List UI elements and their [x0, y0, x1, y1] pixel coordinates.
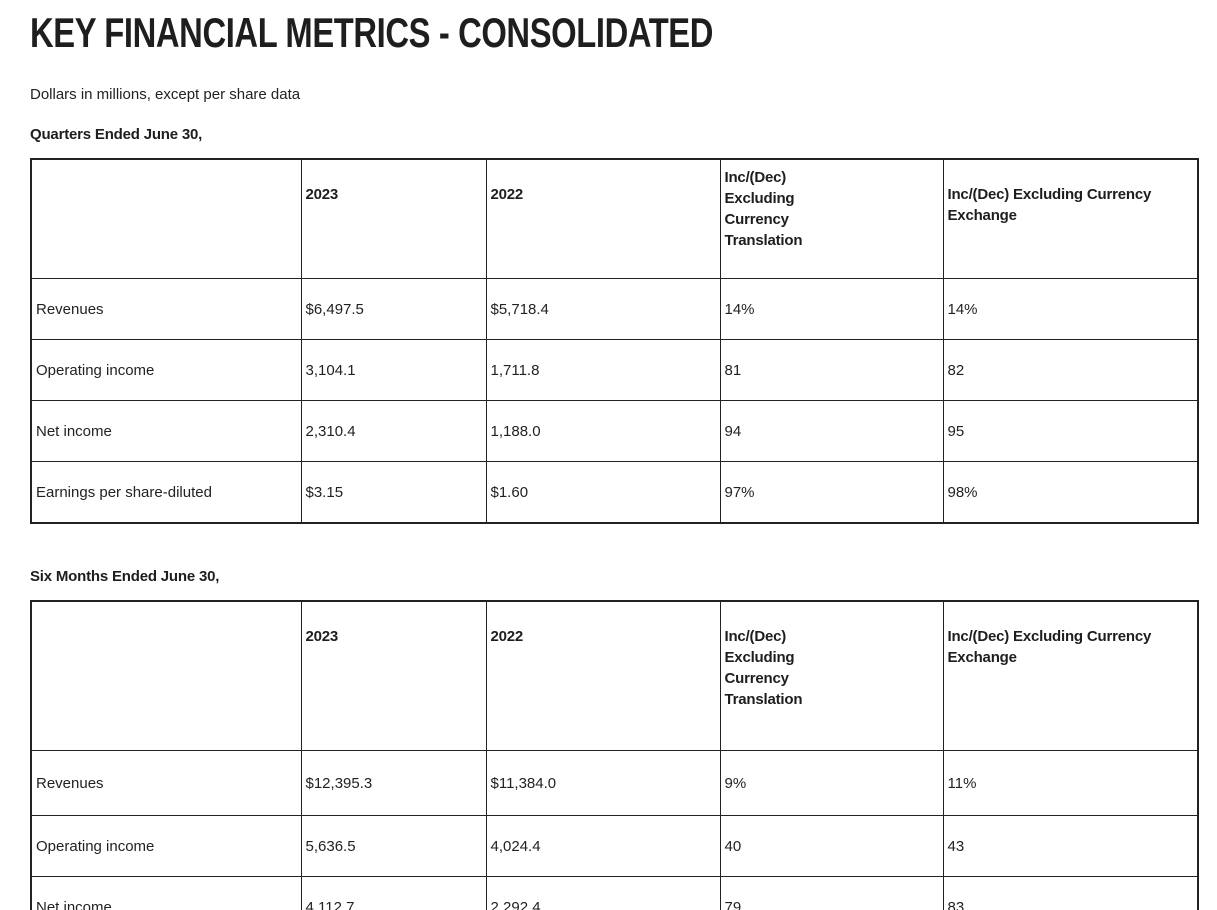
value-inc-dec-translation: 9% — [719, 750, 944, 816]
row-label: Operating income — [30, 815, 302, 877]
table-row-net-income: Net income 2,310.4 1,188.0 94 95 — [30, 400, 1199, 462]
value-2023: 4,112.7 — [300, 876, 487, 910]
sixmonths-table: 2023 2022 Inc/(Dec) Excluding Currency T… — [30, 600, 1199, 910]
table-row-revenues: Revenues $12,395.3 $11,384.0 9% 11% — [30, 750, 1199, 816]
value-2022: $5,718.4 — [485, 278, 721, 340]
value-inc-dec-exchange: 43 — [942, 815, 1199, 877]
quarters-table: 2023 2022 Inc/(Dec) Excluding Currency T… — [30, 158, 1199, 524]
value-2022: 1,188.0 — [485, 400, 721, 462]
table-row-eps-diluted: Earnings per share-diluted $3.15 $1.60 9… — [30, 461, 1199, 524]
page-subtitle: Dollars in millions, except per share da… — [30, 86, 301, 103]
header-cell-2022: 2022 — [485, 158, 721, 279]
value-inc-dec-exchange: 82 — [942, 339, 1199, 401]
value-2023: 5,636.5 — [300, 815, 487, 877]
value-2022: 2,292.4 — [485, 876, 721, 910]
table-row-net-income: Net income 4,112.7 2,292.4 79 83 — [30, 876, 1199, 910]
page-title: KEY FINANCIAL METRICS - CONSOLIDATED — [30, 9, 714, 56]
header-cell-2023: 2023 — [300, 158, 487, 279]
value-inc-dec-translation: 40 — [719, 815, 944, 877]
header-cell-2022: 2022 — [485, 600, 721, 751]
value-inc-dec-translation: 14% — [719, 278, 944, 340]
value-inc-dec-translation: 97% — [719, 461, 944, 524]
value-2022: $1.60 — [485, 461, 721, 524]
value-inc-dec-exchange: 11% — [942, 750, 1199, 816]
value-inc-dec-exchange: 83 — [942, 876, 1199, 910]
row-label: Revenues — [30, 278, 302, 340]
value-inc-dec-translation: 94 — [719, 400, 944, 462]
value-2023: 3,104.1 — [300, 339, 487, 401]
value-2023: $3.15 — [300, 461, 487, 524]
quarters-header-row: 2023 2022 Inc/(Dec) Excluding Currency T… — [30, 158, 1199, 279]
value-2023: 2,310.4 — [300, 400, 487, 462]
header-cell-2023: 2023 — [300, 600, 487, 751]
row-label: Operating income — [30, 339, 302, 401]
row-label: Net income — [30, 876, 302, 910]
row-label: Revenues — [30, 750, 302, 816]
quarters-table-caption: Quarters Ended June 30, — [30, 126, 203, 143]
header-cell-inc-dec-translation: Inc/(Dec) Excluding Currency Translation — [719, 600, 944, 751]
header-cell-empty — [30, 600, 302, 751]
header-cell-inc-dec-exchange: Inc/(Dec) Excluding Currency Exchange — [942, 600, 1199, 751]
header-cell-inc-dec-exchange: Inc/(Dec) Excluding Currency Exchange — [942, 158, 1199, 279]
value-2022: 4,024.4 — [485, 815, 721, 877]
table-row-operating-income: Operating income 5,636.5 4,024.4 40 43 — [30, 815, 1199, 877]
row-label: Earnings per share-diluted — [30, 461, 302, 524]
value-2022: $11,384.0 — [485, 750, 721, 816]
value-2023: $6,497.5 — [300, 278, 487, 340]
value-2023: $12,395.3 — [300, 750, 487, 816]
header-cell-inc-dec-translation: Inc/(Dec) Excluding Currency Translation — [719, 158, 944, 279]
table-row-operating-income: Operating income 3,104.1 1,711.8 81 82 — [30, 339, 1199, 401]
header-cell-empty — [30, 158, 302, 279]
value-inc-dec-translation: 81 — [719, 339, 944, 401]
sixmonths-header-row: 2023 2022 Inc/(Dec) Excluding Currency T… — [30, 600, 1199, 751]
table-row-revenues: Revenues $6,497.5 $5,718.4 14% 14% — [30, 278, 1199, 340]
value-inc-dec-exchange: 95 — [942, 400, 1199, 462]
value-inc-dec-exchange: 98% — [942, 461, 1199, 524]
value-inc-dec-translation: 79 — [719, 876, 944, 910]
page-content: KEY FINANCIAL METRICS - CONSOLIDATED Dol… — [30, 0, 1199, 910]
sixmonths-table-caption: Six Months Ended June 30, — [30, 568, 220, 585]
value-inc-dec-exchange: 14% — [942, 278, 1199, 340]
value-2022: 1,711.8 — [485, 339, 721, 401]
row-label: Net income — [30, 400, 302, 462]
